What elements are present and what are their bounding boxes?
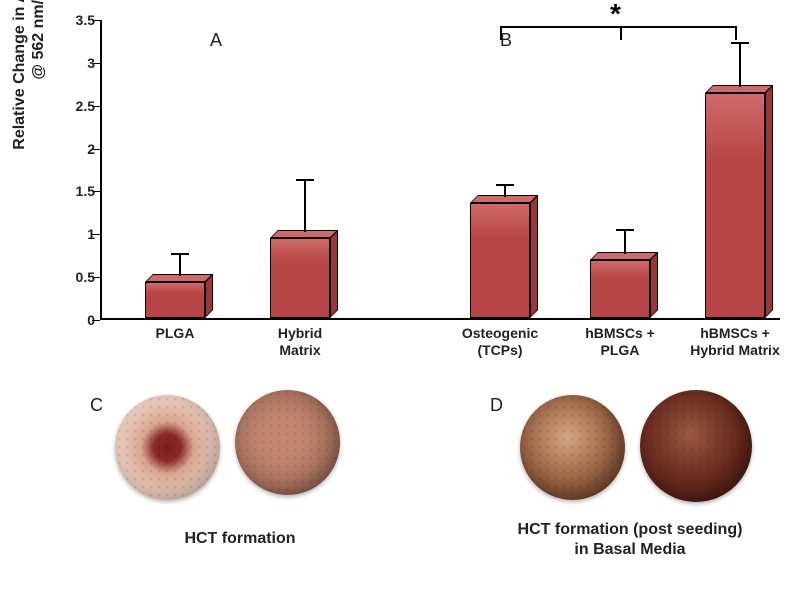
hct-disc-plga xyxy=(115,395,220,500)
bar-face xyxy=(145,282,205,318)
x-tick-label: hBMSCs +Hybrid Matrix xyxy=(680,325,790,359)
panel-label-A: A xyxy=(210,30,222,51)
error-cap xyxy=(296,179,314,181)
ylabel-line1: Relative Change in Absorbance xyxy=(11,0,28,150)
bar xyxy=(470,203,530,318)
chart-area: A B * PLGAHybridMatrixOsteogenic(TCPs)hB… xyxy=(100,20,780,330)
hct-disc-basal-1 xyxy=(520,395,625,500)
y-tick-label: 0.5 xyxy=(55,269,95,285)
bar xyxy=(705,93,765,318)
error-bar xyxy=(179,255,181,276)
error-bar xyxy=(739,44,741,87)
y-tick-label: 2.5 xyxy=(55,98,95,114)
ylabel-line2: @ 562 nm/ng xyxy=(29,0,48,180)
y-tick-label: 1.5 xyxy=(55,183,95,199)
caption-right-l1: HCT formation (post seeding) xyxy=(518,521,743,538)
y-tick-label: 2 xyxy=(55,141,95,157)
chart-plot xyxy=(100,20,780,320)
bar-face xyxy=(470,203,530,318)
y-axis-label: Relative Change in Absorbance @ 562 nm/n… xyxy=(10,0,48,180)
sig-bracket-right xyxy=(735,26,737,40)
bar-side xyxy=(530,195,538,318)
caption-left: HCT formation xyxy=(110,530,370,548)
error-cap xyxy=(616,229,634,231)
bar-side xyxy=(205,274,213,318)
error-bar xyxy=(304,181,306,232)
x-tick-label: HybridMatrix xyxy=(245,325,355,359)
bar-face xyxy=(590,260,650,318)
caption-right: HCT formation (post seeding) in Basal Me… xyxy=(480,520,780,560)
x-tick-label: PLGA xyxy=(120,325,230,342)
x-axis xyxy=(100,318,780,320)
bar-face xyxy=(705,93,765,318)
figure-container: Relative Change in Absorbance @ 562 nm/n… xyxy=(0,0,800,605)
error-bar xyxy=(504,186,506,197)
error-bar xyxy=(624,231,626,253)
hct-disc-hybrid xyxy=(235,390,340,495)
y-tick-label: 3.5 xyxy=(55,12,95,28)
error-cap xyxy=(171,253,189,255)
y-tick-label: 1 xyxy=(55,226,95,242)
bar-face xyxy=(270,238,330,318)
y-axis xyxy=(100,20,102,320)
caption-right-l2: in Basal Media xyxy=(574,541,685,558)
y-tick-label: 3 xyxy=(55,55,95,71)
hct-disc-basal-2 xyxy=(640,390,752,502)
bar-side xyxy=(765,85,773,318)
x-tick-label: hBMSCs +PLGA xyxy=(565,325,675,359)
bar-side xyxy=(650,252,658,318)
bar xyxy=(145,282,205,318)
bar-side xyxy=(330,230,338,318)
x-tick-label: Osteogenic(TCPs) xyxy=(445,325,555,359)
sig-bracket-left xyxy=(500,26,502,40)
bar xyxy=(270,238,330,318)
sig-star: * xyxy=(610,0,621,30)
error-cap xyxy=(496,184,514,186)
y-tick-label: 0 xyxy=(55,312,95,328)
bar xyxy=(590,260,650,318)
error-cap xyxy=(731,42,749,44)
